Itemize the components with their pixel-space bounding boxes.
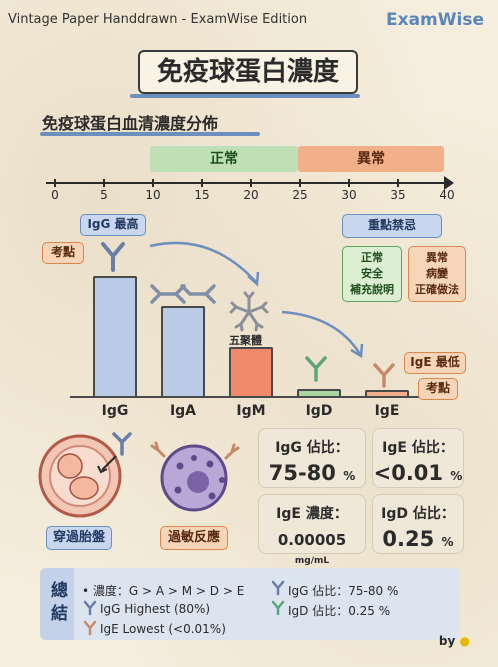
allergy-antibody-icon: [150, 441, 240, 460]
scale-axis: [46, 182, 448, 184]
scale-tick: [299, 179, 301, 187]
stat-label: IgE 濃度：: [276, 506, 348, 522]
scale-tick: [54, 179, 56, 187]
stat-ige-concentration: IgE 濃度： 0.00005 mg/mL: [258, 494, 366, 566]
summary-igg-ratio: IgG 佔比：75-80 %: [288, 584, 399, 598]
box-normal-line1: 正常: [361, 251, 383, 264]
stat-igg-ratio: IgG 佔比： 75-80 %: [258, 428, 366, 488]
igd-antibody-icon: [305, 356, 327, 382]
tag-exam-point-right: 考點: [418, 378, 458, 400]
stat-value: <0.01 %: [373, 461, 463, 485]
ige-antibody-icon: [373, 363, 395, 388]
scale-tick: [397, 179, 399, 187]
tag-key-taboo: 重點禁忌: [342, 214, 442, 238]
scale-tick-label: 5: [100, 188, 108, 202]
byline: by ●: [438, 634, 470, 648]
trend-arrow-icon: [149, 241, 257, 283]
label-allergy: 過敏反應: [160, 526, 228, 550]
summary-order: • 濃度：G > A > M > D > E: [82, 584, 245, 598]
summary-igg-ratio-icon: [271, 580, 285, 596]
label-pentamer: 五聚體: [229, 334, 262, 347]
summary-side-label: 總結: [40, 568, 74, 640]
subtitle-underline: [40, 132, 260, 136]
stat-ige-ratio: IgE 佔比： <0.01 %: [372, 428, 464, 488]
box-abnormal-line1: 異常: [426, 251, 448, 264]
dimer-antibody-icon: [150, 284, 216, 304]
bar-label-igg: IgG: [101, 403, 129, 419]
summary-igd-ratio-icon: [271, 600, 285, 616]
brand-logo: ExamWise: [386, 10, 484, 30]
tag-ige-lowest: IgE 最低: [404, 352, 466, 374]
summary-igg-icon: [83, 600, 97, 616]
pentamer-antibody-icon: [229, 291, 269, 332]
summary-ige-lowest: IgE Lowest (<0.01%): [100, 622, 226, 636]
banana-icon: ●: [459, 634, 470, 648]
antibody-icon: [101, 242, 125, 272]
scale-tick-label: 20: [243, 188, 259, 202]
box-normal-line2: 安全: [361, 267, 383, 280]
box-abnormal-line2: 病變: [426, 267, 448, 280]
summary-ige-icon: [83, 620, 97, 636]
scale-tick-label: 35: [390, 188, 406, 202]
stat-label: IgE 佔比：: [382, 440, 454, 456]
bar-igm: [229, 346, 273, 396]
scale-tick-label: 40: [439, 188, 455, 202]
stat-igd-ratio: IgD 佔比： 0.25 %: [372, 494, 464, 554]
page-title: 免疫球蛋白濃度: [138, 50, 358, 94]
fetus-placenta-icon: [38, 434, 122, 518]
scale-tick-label: 0: [51, 188, 59, 202]
summary-icons: [83, 600, 97, 636]
title-underline: [130, 94, 360, 98]
bar-iga: [161, 306, 205, 396]
bar-label-igd: IgD: [305, 403, 333, 419]
bar-igd: [297, 388, 341, 396]
summary-igg-highest: IgG Highest (80%): [100, 602, 211, 616]
header-caption: Vintage Paper Handdrawn - ExamWise Editi…: [8, 12, 308, 27]
bar-igg: [93, 276, 137, 396]
scale-tick: [250, 179, 252, 187]
tag-igg-highest: IgG 最高: [80, 214, 146, 236]
zone-abnormal: 異常: [298, 146, 444, 172]
label-placenta: 穿過胎盤: [46, 526, 112, 550]
stat-value: 0.00005 mg/mL: [277, 531, 347, 566]
scale-tick: [201, 179, 203, 187]
bar-label-iga: IgA: [169, 403, 197, 419]
summary-icons-right: [271, 580, 285, 616]
scale-tick-label: 30: [341, 188, 357, 202]
stat-value: 75-80 %: [268, 461, 356, 485]
bar-baseline: [70, 396, 430, 398]
tag-exam-point: 考點: [42, 242, 84, 264]
axis-arrow-icon: [444, 176, 454, 190]
trend-arrow-2-icon: [281, 310, 362, 355]
placenta-antibody-icon: [112, 432, 132, 456]
bar-label-igm: IgM: [236, 403, 266, 419]
summary-igd-ratio: IgD 佔比：0.25 %: [288, 604, 391, 618]
stat-label: IgD 佔比：: [381, 506, 455, 522]
scale-tick: [348, 179, 350, 187]
scale-tick: [152, 179, 154, 187]
bar-ige: [365, 390, 409, 396]
mast-cell-icon: [160, 444, 228, 512]
box-abnormal-line3: 正確做法: [415, 283, 459, 296]
box-normal-line3: 補充說明: [350, 283, 394, 296]
stat-label: IgG 佔比：: [275, 440, 349, 456]
zone-normal: 正常: [150, 146, 298, 172]
section-subtitle: 免疫球蛋白血清濃度分佈: [42, 114, 219, 133]
box-abnormal: 異常 病變 正確做法: [408, 246, 466, 302]
scale-tick-label: 25: [292, 188, 308, 202]
scale-tick: [103, 179, 105, 187]
scale-tick: [446, 179, 448, 187]
box-normal: 正常 安全 補充說明: [342, 246, 402, 302]
scale-tick-label: 15: [194, 188, 210, 202]
stat-value: 0.25 %: [382, 527, 454, 551]
bar-label-ige: IgE: [374, 403, 400, 419]
summary-panel: [40, 568, 460, 640]
scale-tick-label: 10: [145, 188, 161, 202]
